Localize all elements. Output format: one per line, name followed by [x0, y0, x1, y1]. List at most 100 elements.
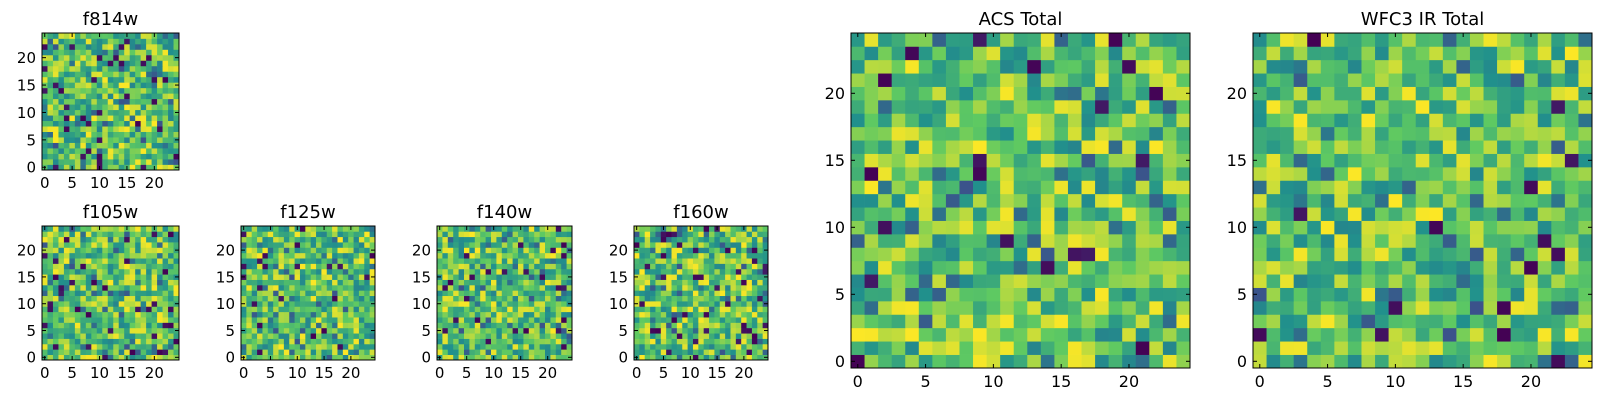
heatmap-cell [85, 263, 92, 270]
heatmap-cell [1040, 153, 1055, 168]
heatmap-cell [1176, 354, 1191, 369]
heatmap-cell [703, 354, 710, 361]
heatmap-cell [52, 338, 59, 345]
heatmap-cell [555, 343, 562, 350]
heatmap-cell [735, 338, 742, 345]
heatmap-cell [1524, 287, 1539, 302]
heatmap-cell [1027, 354, 1042, 369]
heatmap-cell [63, 333, 70, 339]
heatmap-cell [973, 73, 987, 87]
heatmap-cell [107, 126, 114, 132]
heatmap-cell [348, 295, 354, 302]
heatmap-cell [639, 349, 646, 355]
heatmap-cell [173, 338, 180, 345]
heatmap-cell [1054, 207, 1069, 221]
heatmap-cell [437, 322, 443, 329]
heatmap-cell [85, 43, 92, 50]
heatmap-cell [74, 120, 81, 127]
heatmap-cell [1524, 301, 1539, 315]
heatmap-cell [1551, 234, 1566, 248]
heatmap-cell [151, 93, 158, 100]
heatmap-cell [364, 354, 370, 361]
heatmap-cell [1578, 126, 1593, 141]
heatmap-cell [1280, 86, 1295, 101]
heatmap-cell [1347, 86, 1362, 101]
heatmap-cell [1095, 341, 1109, 355]
heatmap-cell [316, 247, 322, 254]
heatmap-cell [714, 343, 721, 350]
heatmap-cell [528, 236, 535, 243]
heatmap-cell [113, 252, 120, 259]
heatmap-cell [69, 148, 76, 154]
heatmap-cell [157, 60, 163, 67]
y-tick-label: 5 [26, 131, 36, 149]
heatmap-cell [1415, 100, 1430, 114]
heatmap-cell [555, 311, 562, 318]
heatmap-cell [283, 242, 290, 248]
heatmap-cell [534, 279, 540, 286]
heatmap-cell [80, 258, 87, 264]
heatmap-cell [469, 295, 476, 302]
heatmap-cell [959, 140, 974, 154]
heatmap-cell [278, 333, 285, 339]
heatmap-cell [58, 327, 65, 334]
heatmap-cell [80, 338, 87, 345]
heatmap-cell [348, 279, 354, 286]
heatmap-cell [1578, 59, 1593, 74]
heatmap-cell [973, 167, 987, 181]
heatmap-cell [342, 317, 349, 323]
heatmap-cell [474, 306, 481, 313]
heatmap-cell [358, 295, 365, 302]
heatmap-cell [102, 76, 109, 83]
heatmap-cell [1334, 314, 1349, 329]
heatmap-cell [369, 263, 376, 270]
heatmap-cell [851, 113, 865, 128]
heatmap-cell [687, 252, 694, 259]
heatmap-cell [337, 247, 344, 254]
heatmap-cell [1000, 207, 1015, 221]
heatmap-cell [474, 349, 481, 355]
heatmap-cell [1537, 100, 1552, 114]
heatmap-cell [1347, 193, 1362, 208]
heatmap-cell [1108, 220, 1123, 235]
heatmap-cell [135, 231, 141, 238]
heatmap-cell [1162, 234, 1177, 248]
heatmap-cell [168, 311, 174, 318]
heatmap-cell [698, 242, 705, 248]
heatmap-cell [1000, 274, 1015, 288]
heatmap-cell [1375, 220, 1389, 235]
heatmap-cell [358, 306, 365, 313]
heatmap-cell [80, 126, 87, 132]
heatmap-cell [91, 317, 98, 323]
heatmap-cell [714, 279, 721, 286]
heatmap-cell [332, 343, 338, 350]
heatmap-cell [1415, 126, 1430, 141]
heatmap-cell [168, 284, 174, 291]
heatmap-cell [1442, 234, 1457, 248]
heatmap-cell [692, 263, 699, 270]
heatmap-cell [1108, 100, 1123, 114]
heatmap-cell [1361, 193, 1376, 208]
heatmap-cell [157, 115, 163, 122]
heatmap-cell [1000, 247, 1015, 262]
heatmap-cell [157, 137, 163, 143]
heatmap-cell [1347, 274, 1362, 288]
heatmap-cell [1000, 113, 1015, 128]
heatmap-cell [918, 100, 933, 114]
heatmap-cell [310, 349, 317, 355]
heatmap-cell [1027, 153, 1042, 168]
heatmap-cell [96, 349, 103, 355]
heatmap-cell [474, 268, 481, 275]
heatmap-cell [1497, 247, 1511, 262]
heatmap-cell [561, 263, 567, 270]
heatmap-cell [491, 258, 497, 264]
heatmap-cell [129, 263, 136, 270]
heatmap-cell [140, 327, 147, 334]
heatmap-cell [523, 306, 530, 313]
heatmap-cell [316, 279, 322, 286]
heatmap-cell [709, 333, 715, 339]
heatmap-cell [1293, 100, 1308, 114]
heatmap-cell [162, 104, 169, 111]
heatmap-cell [1497, 100, 1511, 114]
heatmap-cell [146, 131, 152, 138]
